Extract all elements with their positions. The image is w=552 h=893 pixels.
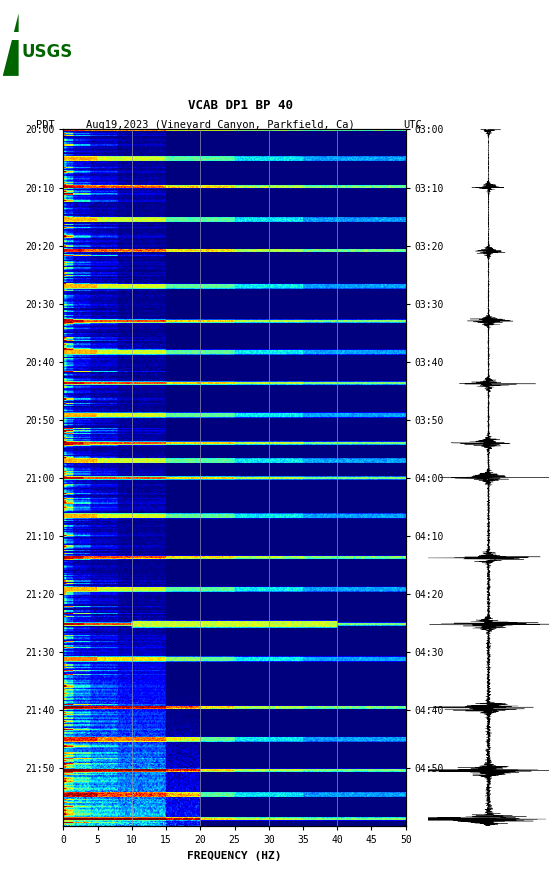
Text: USGS: USGS [21, 44, 72, 62]
Polygon shape [3, 13, 19, 76]
Text: PDT: PDT [36, 121, 55, 130]
Polygon shape [4, 32, 19, 40]
Text: UTC: UTC [403, 121, 422, 130]
Text: VCAB DP1 BP 40: VCAB DP1 BP 40 [188, 98, 293, 112]
Text: Aug19,2023 (Vineyard Canyon, Parkfield, Ca): Aug19,2023 (Vineyard Canyon, Parkfield, … [86, 121, 354, 130]
X-axis label: FREQUENCY (HZ): FREQUENCY (HZ) [187, 851, 282, 861]
